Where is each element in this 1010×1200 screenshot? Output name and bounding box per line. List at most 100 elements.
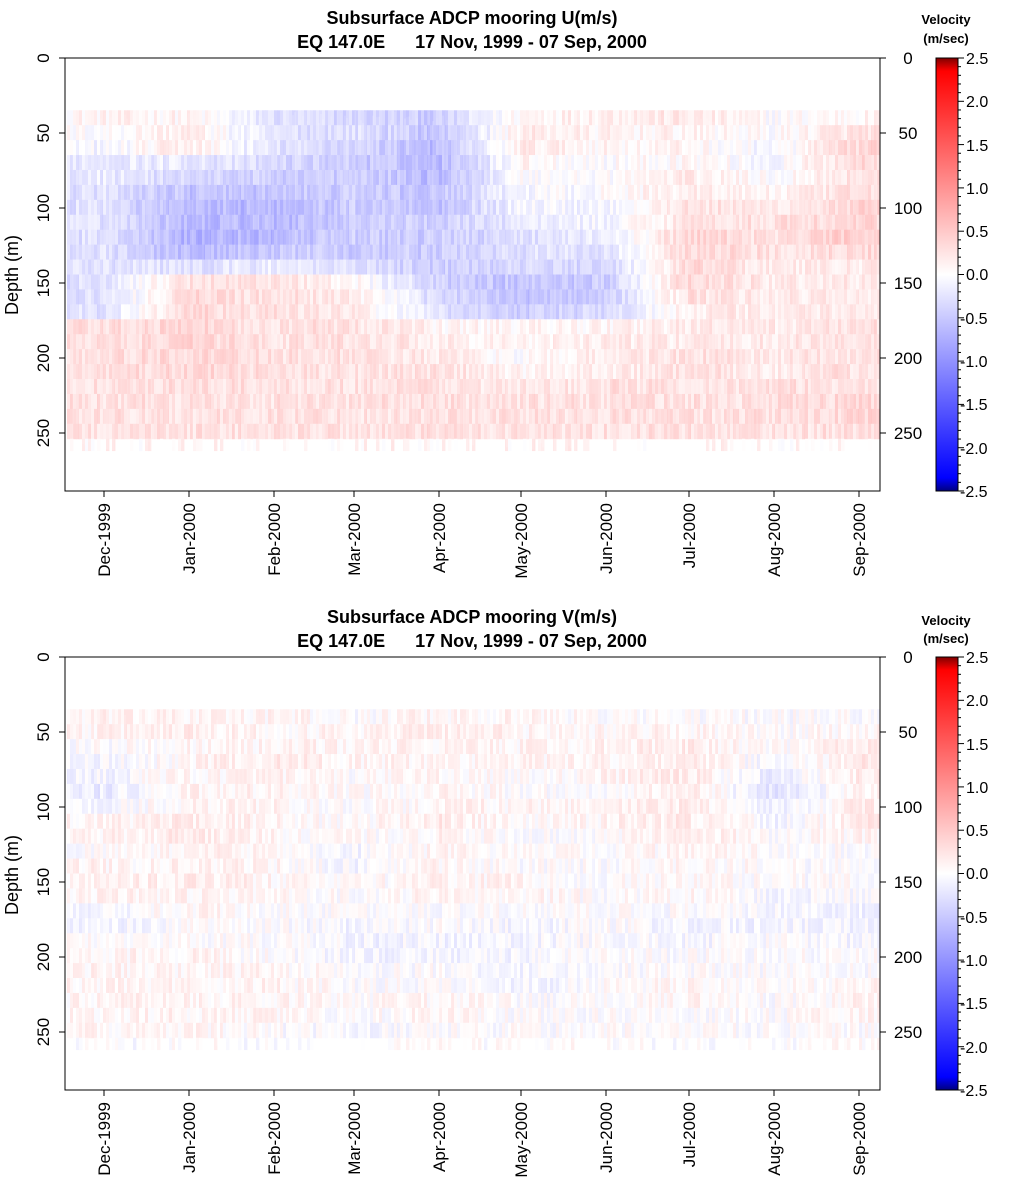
heatmap-cell bbox=[655, 214, 659, 231]
heatmap-cell bbox=[652, 244, 656, 261]
heatmap-cell bbox=[490, 214, 494, 231]
heatmap-cell bbox=[199, 169, 203, 186]
heatmap-cell bbox=[433, 155, 437, 171]
heatmap-cell bbox=[397, 229, 401, 246]
heatmap-cell bbox=[331, 110, 335, 126]
heatmap-cell bbox=[220, 259, 224, 275]
heatmap-cell bbox=[826, 110, 830, 126]
heatmap-cell bbox=[790, 244, 794, 261]
heatmap-cell bbox=[151, 199, 155, 216]
heatmap-cell bbox=[784, 319, 788, 335]
heatmap-cell bbox=[874, 259, 878, 275]
heatmap-cell bbox=[781, 289, 785, 305]
heatmap-cell bbox=[127, 169, 131, 186]
heatmap-cell bbox=[157, 229, 161, 246]
heatmap-cell bbox=[412, 169, 416, 186]
heatmap-cell bbox=[616, 364, 620, 380]
heatmap-cell bbox=[592, 304, 596, 320]
heatmap-cell bbox=[253, 184, 257, 201]
heatmap-cell bbox=[694, 125, 698, 141]
heatmap-cell bbox=[238, 110, 242, 126]
heatmap-cell bbox=[262, 125, 266, 141]
heatmap-cell bbox=[760, 140, 764, 156]
heatmap-cell bbox=[430, 214, 434, 231]
heatmap-cell bbox=[70, 349, 74, 365]
heatmap-cell bbox=[553, 349, 557, 365]
heatmap-cell bbox=[748, 364, 752, 380]
heatmap-cell bbox=[832, 289, 836, 305]
heatmap-cell bbox=[469, 274, 473, 290]
heatmap-cell bbox=[376, 289, 380, 305]
heatmap-cell bbox=[784, 274, 788, 290]
heatmap-cell bbox=[847, 259, 851, 275]
heatmap-cell bbox=[445, 364, 449, 380]
heatmap-cell bbox=[568, 155, 572, 171]
heatmap-cell bbox=[385, 334, 389, 350]
heatmap-cell bbox=[364, 244, 368, 261]
heatmap-cell bbox=[517, 349, 521, 365]
heatmap-cell bbox=[364, 110, 368, 126]
heatmap-cell bbox=[652, 349, 656, 365]
heatmap-cell bbox=[820, 304, 824, 320]
heatmap-cell bbox=[274, 155, 278, 171]
heatmap-cell bbox=[241, 259, 245, 275]
heatmap-cell bbox=[787, 229, 791, 246]
heatmap-cell bbox=[523, 244, 527, 261]
heatmap-cell bbox=[361, 184, 365, 201]
heatmap-cell bbox=[538, 140, 542, 156]
heatmap-cell bbox=[292, 125, 296, 141]
heatmap-cell bbox=[223, 304, 227, 320]
heatmap-cell bbox=[667, 304, 671, 320]
heatmap-cell bbox=[295, 244, 299, 261]
heatmap-cell bbox=[142, 229, 146, 246]
heatmap-cell bbox=[793, 229, 797, 246]
heatmap-cell bbox=[76, 199, 80, 216]
heatmap-cell bbox=[433, 244, 437, 261]
heatmap-cell bbox=[436, 334, 440, 350]
heatmap-cell bbox=[565, 125, 569, 141]
heatmap-cell bbox=[106, 289, 110, 305]
heatmap-cell bbox=[520, 125, 524, 141]
heatmap-cell bbox=[391, 125, 395, 141]
heatmap-cell bbox=[274, 349, 278, 365]
heatmap-cell bbox=[391, 110, 395, 126]
heatmap-cell bbox=[592, 349, 596, 365]
heatmap-cell bbox=[835, 125, 839, 141]
heatmap-cell bbox=[235, 379, 239, 395]
heatmap-cell bbox=[850, 319, 854, 335]
heatmap-cell bbox=[559, 214, 563, 231]
heatmap-cell bbox=[829, 169, 833, 186]
heatmap-cell bbox=[334, 259, 338, 275]
heatmap-cell bbox=[76, 125, 80, 141]
heatmap-cell bbox=[610, 349, 614, 365]
heatmap-cell bbox=[745, 304, 749, 320]
heatmap-cell bbox=[118, 155, 122, 171]
heatmap-cell bbox=[742, 244, 746, 261]
heatmap-cell bbox=[259, 214, 263, 231]
heatmap-cell bbox=[559, 125, 563, 141]
heatmap-cell bbox=[145, 229, 149, 246]
heatmap-cell bbox=[745, 334, 749, 350]
heatmap-cell bbox=[340, 155, 344, 171]
heatmap-cell bbox=[190, 169, 194, 186]
heatmap-cell bbox=[847, 199, 851, 216]
heatmap-cell bbox=[709, 259, 713, 275]
heatmap-cell bbox=[841, 334, 845, 350]
heatmap-cell bbox=[142, 214, 146, 231]
heatmap-cell bbox=[739, 349, 743, 365]
heatmap-cell bbox=[793, 364, 797, 380]
heatmap-cell bbox=[103, 155, 107, 171]
heatmap-cell bbox=[643, 199, 647, 216]
heatmap-cell bbox=[769, 140, 773, 156]
heatmap-cell bbox=[406, 244, 410, 261]
heatmap-cell bbox=[283, 319, 287, 335]
heatmap-cell bbox=[583, 289, 587, 305]
heatmap-cell bbox=[421, 229, 425, 246]
heatmap-cell bbox=[82, 184, 86, 201]
heatmap-cell bbox=[364, 379, 368, 395]
heatmap-cell bbox=[235, 304, 239, 320]
heatmap-cell bbox=[79, 379, 83, 395]
heatmap-cell bbox=[376, 364, 380, 380]
heatmap-cell bbox=[583, 319, 587, 335]
heatmap-cell bbox=[697, 244, 701, 261]
